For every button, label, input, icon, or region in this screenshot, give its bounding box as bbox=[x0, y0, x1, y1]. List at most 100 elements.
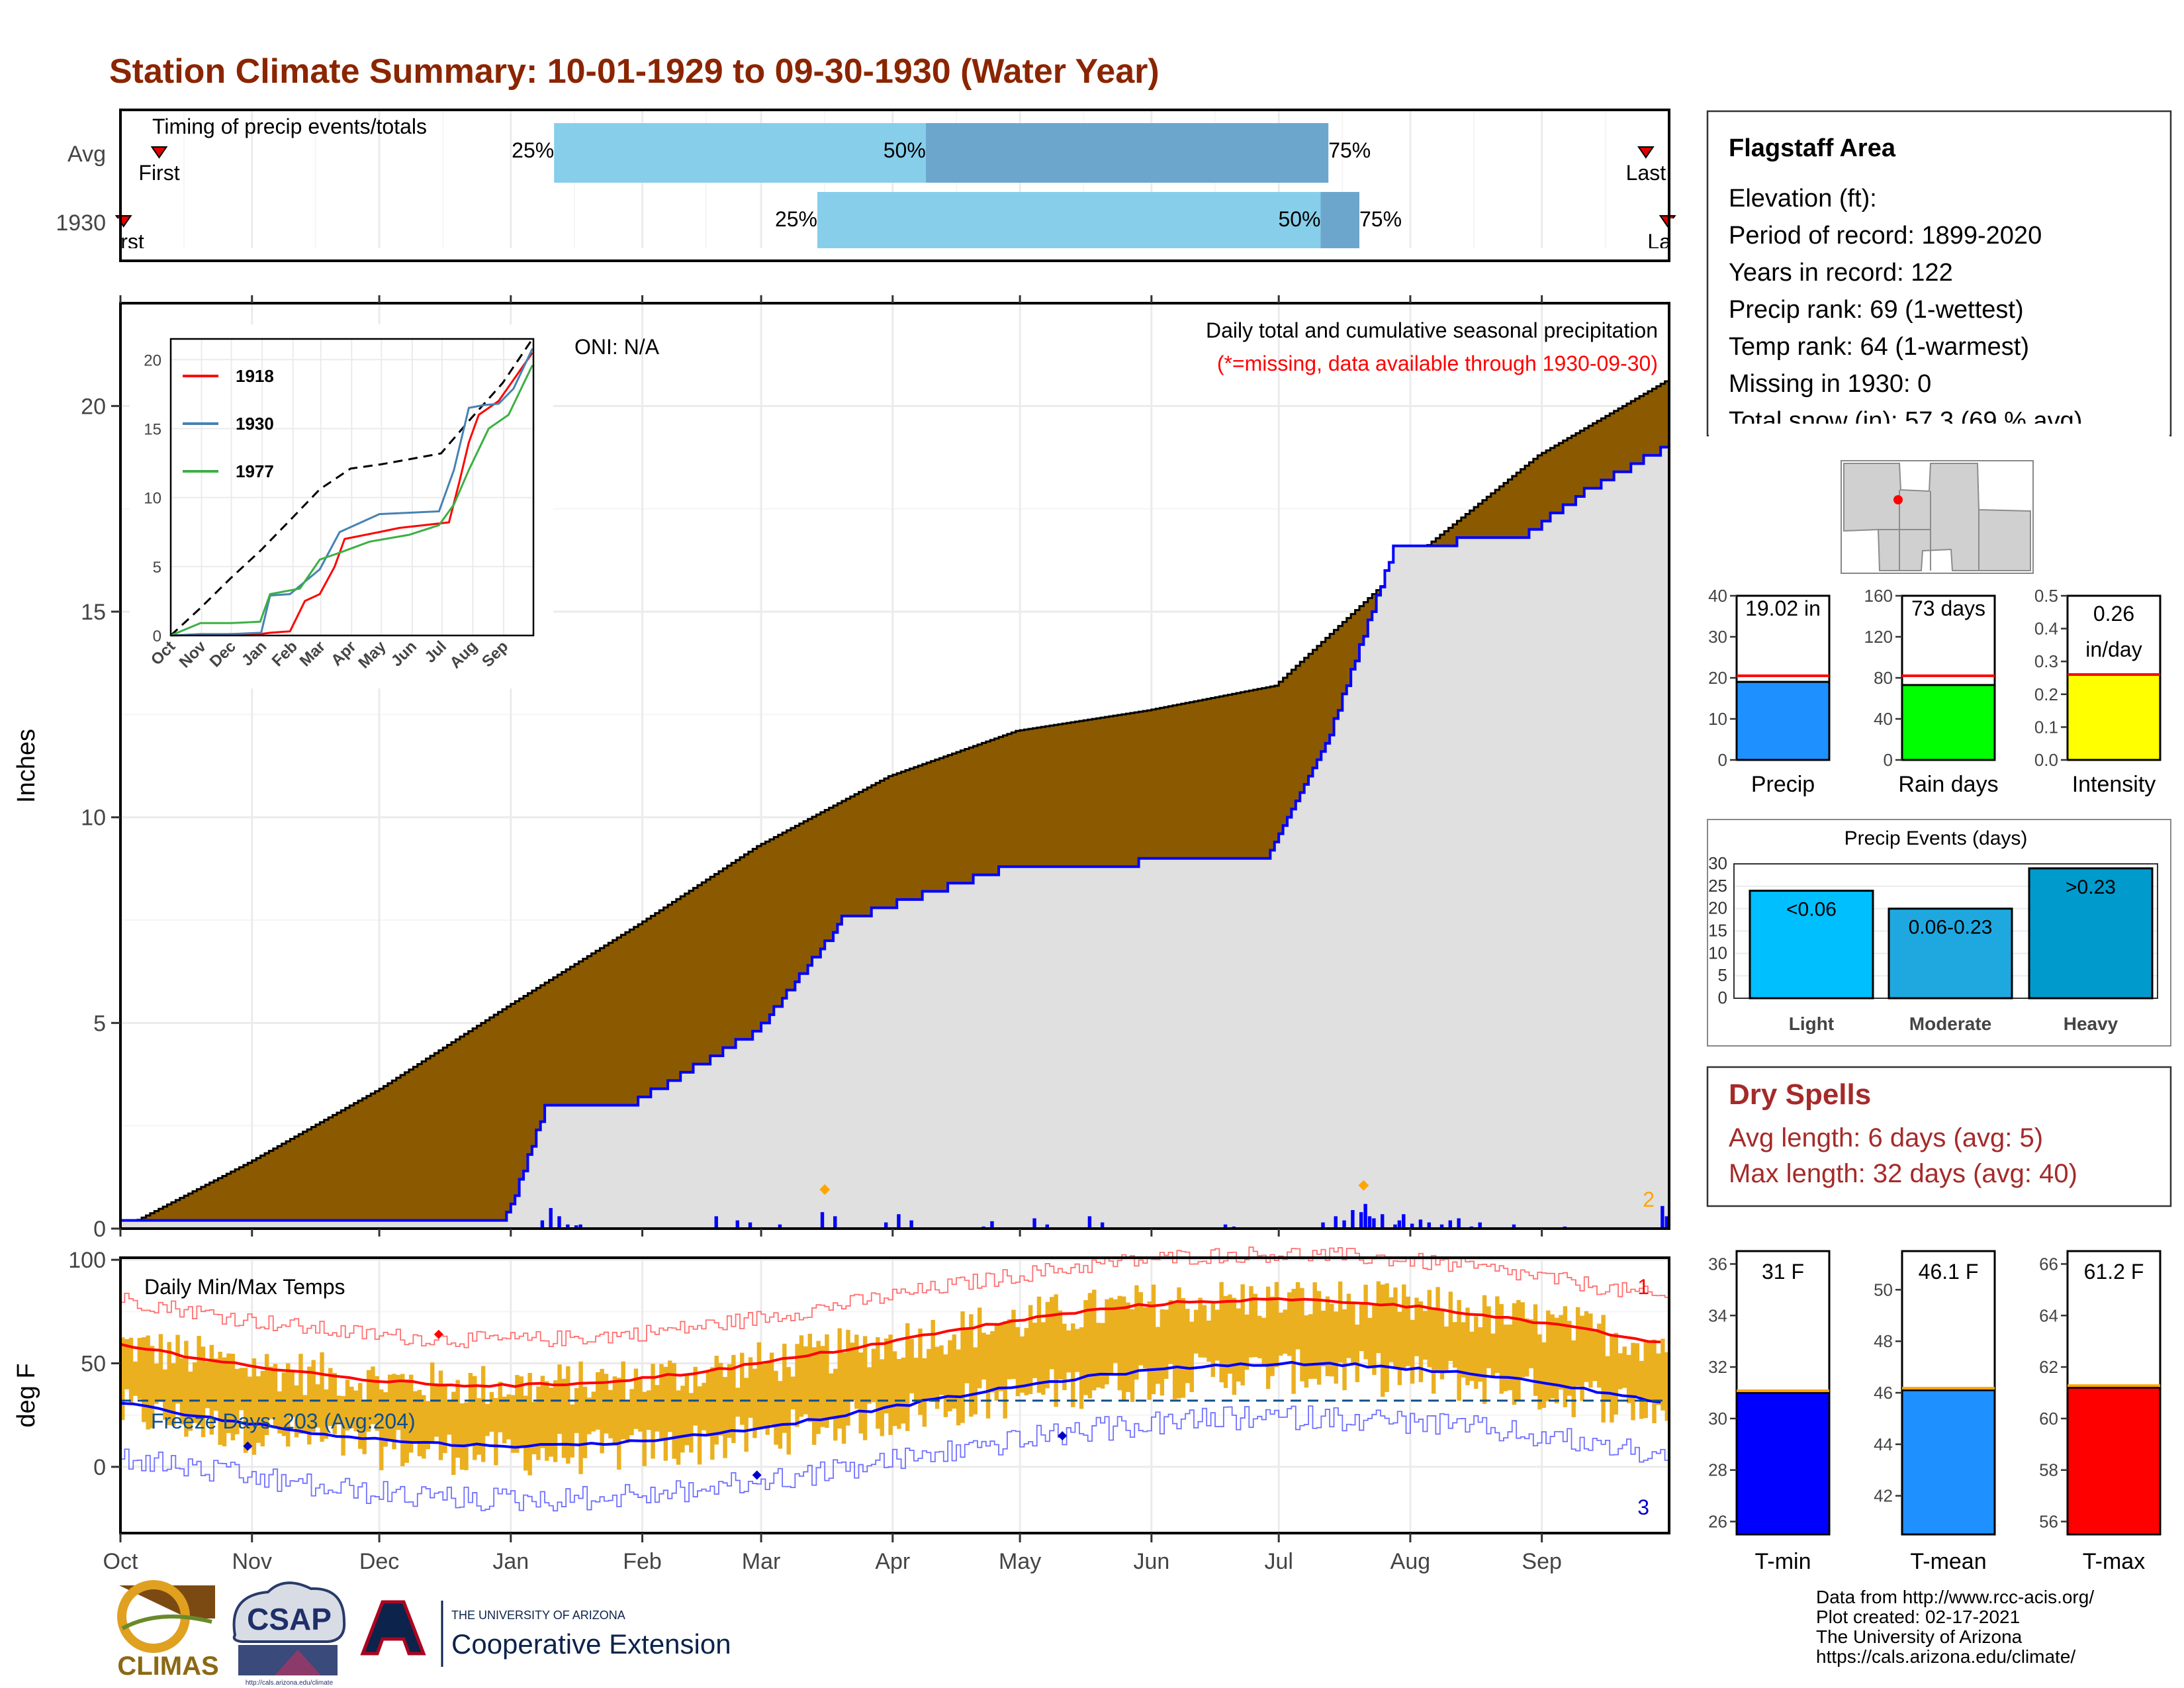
dry-spells-box: Dry Spells Avg length: 6 days (avg: 5) M… bbox=[1706, 1066, 2172, 1207]
footer: Data from http://www.rcc-acis.org/Plot c… bbox=[117, 1580, 2094, 1687]
record-low-line bbox=[120, 1405, 1669, 1512]
inset-line-1930 bbox=[170, 348, 533, 637]
temp-bar-tick: 64 bbox=[2039, 1305, 2058, 1325]
daily-precip-bar bbox=[1087, 1216, 1092, 1229]
temp-bar-t-min: 26 28 30 32 34 36 31 F T-min bbox=[1708, 1250, 1831, 1574]
month-label: Jan bbox=[492, 1549, 529, 1574]
summary-bar-value: 73 days bbox=[1911, 596, 1985, 620]
month-label: Feb bbox=[623, 1549, 662, 1574]
daily-precip-bar bbox=[1478, 1222, 1482, 1229]
daily-precip-bar bbox=[1342, 1220, 1346, 1229]
precip-y-label: Inches bbox=[13, 729, 40, 803]
inset-y-tick: 5 bbox=[153, 559, 161, 577]
summary-bar-label: Intensity bbox=[2072, 772, 2156, 797]
temp-bar-t-max: 56 58 60 62 64 66 61.2 F T-max bbox=[2039, 1250, 2161, 1574]
station-info-box: Flagstaff Area Elevation (ft): Period of … bbox=[1706, 110, 2172, 437]
summary-bar-tick: 30 bbox=[1708, 627, 1727, 647]
station-name: Flagstaff Area bbox=[1729, 134, 1896, 162]
daily-precip-bar bbox=[897, 1214, 901, 1229]
events-bar-moderate bbox=[1888, 908, 2013, 1000]
summary-bar-tick: 0.5 bbox=[2034, 586, 2058, 606]
record-high-line bbox=[120, 1246, 1669, 1348]
summary-bar-tick: 80 bbox=[1874, 668, 1893, 688]
month-label: Jul bbox=[1264, 1549, 1293, 1574]
month-axis: Oct Nov Dec Jan Feb Mar Apr May Jun Jul Aug Sep bbox=[103, 1533, 1562, 1574]
daily-precip-bar bbox=[1512, 1224, 1516, 1229]
daily-precip-bar bbox=[1457, 1218, 1461, 1229]
temp-bar-t-mean: 42 44 46 48 50 46.1 F T-mean bbox=[1874, 1250, 1996, 1574]
temp-extreme-marker bbox=[433, 1329, 443, 1339]
daily-precip-bar bbox=[1661, 1205, 1664, 1229]
temp-bar-tick: 34 bbox=[1708, 1305, 1727, 1325]
inset-legend: 1918 1930 1977 bbox=[183, 366, 274, 481]
max-precip-marker bbox=[1358, 1180, 1369, 1191]
inset-y-tick: 20 bbox=[144, 352, 161, 369]
precip-y-tick: 15 bbox=[81, 600, 106, 625]
temp-y-label: deg F bbox=[13, 1363, 40, 1427]
summary-bar-tick: 120 bbox=[1864, 627, 1893, 647]
station-info-lines: Elevation (ft): Period of record: 1899-20… bbox=[1709, 185, 2169, 437]
summary-bar-fill bbox=[1901, 684, 1996, 761]
summary-bar-tick: 0.3 bbox=[2034, 651, 2058, 671]
precip-events-title: Precip Events (days) bbox=[1844, 827, 2028, 849]
daily-precip-bar bbox=[1439, 1224, 1444, 1229]
temp-bar-tick: 48 bbox=[1874, 1331, 1893, 1351]
summary-bar-tick: 0 bbox=[1718, 750, 1727, 770]
inset-legend-label: 1918 bbox=[236, 366, 274, 386]
temp-extreme-marker bbox=[243, 1441, 253, 1451]
daily-precip-bar bbox=[714, 1216, 718, 1229]
locator-map bbox=[1841, 460, 2034, 574]
timing-label-75: 75% bbox=[1359, 207, 1402, 231]
ua-logo: THE UNIVERSITY OF ARIZONA Cooperative Ex… bbox=[360, 1600, 731, 1667]
month-label: May bbox=[999, 1549, 1041, 1574]
events-bar-range: 0.06-0.23 bbox=[1909, 917, 1993, 939]
max-precip-marker bbox=[819, 1184, 831, 1195]
temp-count-low: 3 bbox=[1637, 1495, 1649, 1519]
temp-bar-tick: 46 bbox=[1874, 1383, 1893, 1403]
timing-label-75: 75% bbox=[1328, 138, 1371, 162]
timing-label-25: 25% bbox=[775, 207, 817, 231]
summary-bar-precip: 0 10 20 30 40 19.02 in Precip bbox=[1708, 586, 1831, 797]
summary-bar-tick: 10 bbox=[1708, 709, 1727, 729]
events-bar-label: Light bbox=[1789, 1013, 1834, 1034]
events-y-tick: 25 bbox=[1708, 876, 1727, 896]
temp-bar-label: T-min bbox=[1755, 1549, 1811, 1574]
daily-precip-bar bbox=[884, 1222, 888, 1229]
footer-credit-line: https://cals.arizona.edu/climate/ bbox=[1816, 1646, 2075, 1667]
summary-bar-tick: 0.1 bbox=[2034, 717, 2058, 737]
summary-bar-fill bbox=[1735, 680, 1831, 761]
inset-line-1977 bbox=[170, 364, 533, 637]
timing-label-50: 50% bbox=[884, 138, 926, 162]
daily-precip-bar bbox=[557, 1216, 561, 1229]
daily-precip-bar bbox=[1100, 1222, 1105, 1229]
climas-logo: CLIMAS bbox=[117, 1580, 219, 1681]
temp-bar-label: T-max bbox=[2083, 1549, 2145, 1574]
daily-precip-bar bbox=[540, 1220, 545, 1229]
csap-logo-text: CSAP bbox=[247, 1602, 332, 1636]
events-bar-label: Heavy bbox=[2064, 1013, 2118, 1034]
freeze-days-label: Freeze Days: 203 (Avg:204) bbox=[151, 1409, 416, 1433]
oni-label: ONI: N/A bbox=[574, 335, 660, 359]
timing-bar-q50-q75 bbox=[925, 123, 1329, 183]
temp-bar-fill bbox=[2066, 1386, 2161, 1536]
observed-cumulative-area bbox=[119, 445, 1670, 1230]
events-y-tick: 20 bbox=[1708, 898, 1727, 918]
daily-precip-bar bbox=[1321, 1222, 1325, 1229]
inset-legend-label: 1977 bbox=[236, 461, 274, 481]
month-label: Apr bbox=[875, 1549, 910, 1574]
station-location-marker bbox=[1893, 495, 1903, 504]
csap-logo: CSAP http://cals.arizona.edu/climate bbox=[232, 1581, 346, 1687]
precip-y-tick: 20 bbox=[81, 394, 106, 419]
temp-y-tick: 0 bbox=[93, 1455, 106, 1480]
temp-bar-tick: 60 bbox=[2039, 1409, 2058, 1429]
missing-note: (*=missing, data available through 1930-… bbox=[1217, 352, 1658, 375]
summary-bar-tick: 0.4 bbox=[2034, 619, 2058, 639]
temp-bar-tick: 36 bbox=[1708, 1254, 1727, 1274]
last-event-marker bbox=[1637, 146, 1655, 159]
summary-bars: 0 10 20 30 40 19.02 in Precip 0 40 80 120 160 73 day… bbox=[1708, 586, 2161, 797]
daily-precip-bar bbox=[748, 1222, 752, 1229]
daily-precip-bar bbox=[549, 1207, 553, 1229]
daily-precip-bar bbox=[1664, 1216, 1668, 1229]
temp-bar-tick: 58 bbox=[2039, 1460, 2058, 1480]
station-info-line: Years in record: 122 bbox=[1729, 259, 1953, 287]
